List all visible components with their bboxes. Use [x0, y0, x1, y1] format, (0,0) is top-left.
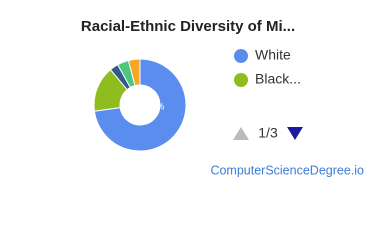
next-page[interactable]	[287, 127, 303, 140]
donut-slice	[127, 58, 141, 87]
legend: White Black...	[234, 47, 301, 87]
legend-label: Black...	[255, 71, 301, 87]
data-label: .5%	[149, 101, 165, 111]
chart: Racial-Ethnic Diversity of Mi... .5% Whi…	[81, 18, 364, 177]
legend-swatch	[234, 49, 248, 63]
footer-link[interactable]: ComputerScienceDegree.io	[210, 163, 364, 177]
prev-page[interactable]	[233, 127, 249, 140]
donut: .5%	[93, 58, 187, 152]
legend-label: White	[255, 47, 291, 63]
legend-swatch	[234, 73, 248, 87]
donut-slice	[93, 58, 187, 152]
page-indicator: 1/3	[258, 125, 278, 141]
chart-title: Racial-Ethnic Diversity of Mi...	[81, 18, 295, 35]
